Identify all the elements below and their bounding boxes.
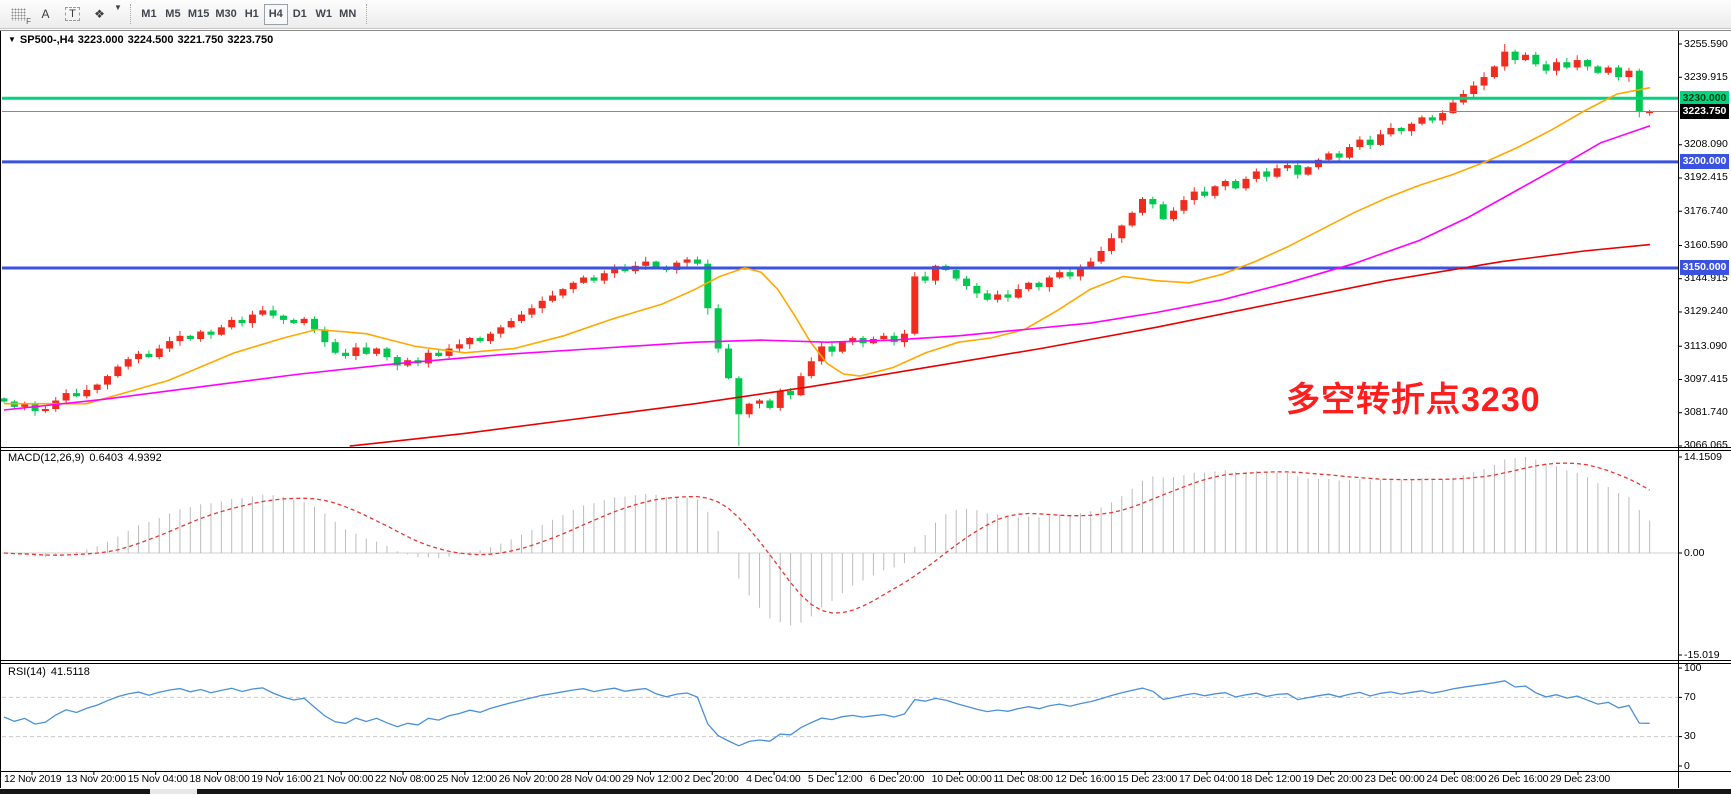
symbol-quote-line[interactable]: ▼ SP500-,H4 3223.000 3224.500 3221.750 3223.7… <box>8 34 277 46</box>
price-axis-tick: 3113.090 <box>1684 339 1728 352</box>
date-axis-label: 6 Dec 20:00 <box>869 773 925 785</box>
macd-indicator-label: MACD(12,26,9) 0.6403 4.9392 <box>8 452 167 464</box>
macd-name: MACD(12,26,9) <box>8 452 85 464</box>
text-label-tool[interactable]: A <box>41 7 50 21</box>
quote-high: 3224.500 <box>127 34 174 46</box>
toolbar-separator <box>129 4 131 24</box>
quote-open: 3223.000 <box>77 34 124 46</box>
rsi-indicator-label: RSI(14) 41.5118 <box>8 666 95 678</box>
date-axis-label: 19 Nov 16:00 <box>251 773 312 785</box>
date-axis-label: 26 Dec 16:00 <box>1488 773 1549 785</box>
price-axis-tick: 3192.415 <box>1684 171 1728 184</box>
date-axis-label: 19 Dec 20:00 <box>1302 773 1363 785</box>
rsi-value: 41.5118 <box>50 666 90 678</box>
price-badge-3150.000: 3150.000 <box>1680 260 1729 276</box>
timeframe-mn-button[interactable]: MN <box>339 7 357 20</box>
chart-grid-tool[interactable]: F <box>5 3 32 26</box>
quote-close: 3223.750 <box>227 34 274 46</box>
timeframe-m5-button[interactable]: M5 <box>165 7 181 20</box>
macd-axis-tick: 0.00 <box>1684 546 1705 559</box>
timeframe-w1-button[interactable]: W1 <box>315 7 332 20</box>
symbol-name: SP500-,H4 <box>19 34 74 46</box>
date-axis-label: 29 Dec 23:00 <box>1550 773 1611 785</box>
date-axis-label: 11 Dec 08:00 <box>993 773 1053 785</box>
date-axis-label: 15 Nov 04:00 <box>127 773 188 785</box>
toolbar: F A T ❖ ▼ M1 M5 M15 M30 H1 H4 D1 W1 MN <box>0 0 1731 29</box>
rsi-axis-tick: 0 <box>1684 759 1690 772</box>
date-axis-label: 18 Nov 08:00 <box>189 773 250 785</box>
date-axis-label: 5 Dec 12:00 <box>807 773 863 785</box>
timeframe-d1-button[interactable]: D1 <box>292 7 307 20</box>
timeframe-h1-button[interactable]: H1 <box>244 7 259 20</box>
macd-signal-value: 4.9392 <box>128 452 162 464</box>
text-box-tool[interactable]: T <box>59 3 86 25</box>
date-axis-label: 26 Nov 20:00 <box>498 773 559 785</box>
price-badge-3230.000: 3230.000 <box>1680 90 1729 106</box>
price-axis-tick: 3066.065 <box>1684 439 1728 452</box>
date-axis-label: 12 Nov 2019 <box>4 773 62 785</box>
date-axis-label: 13 Nov 20:00 <box>65 773 126 785</box>
date-axis-label: 29 Nov 12:00 <box>622 773 683 785</box>
price-badge-3200.000: 3200.000 <box>1680 154 1729 170</box>
price-axis-tick: 3129.240 <box>1684 305 1728 318</box>
chart-annotation-text: 多空转折点3230 <box>1286 381 1541 419</box>
arrows-dropdown-caret[interactable]: ▼ <box>114 3 122 12</box>
timeframe-m1-button[interactable]: M1 <box>141 7 157 20</box>
rsi-name: RSI(14) <box>8 666 46 678</box>
date-axis-label: 23 Dec 00:00 <box>1364 773 1425 785</box>
toolbar-separator <box>365 4 367 24</box>
quote-low: 3221.750 <box>177 34 224 46</box>
rsi-axis-tick: 30 <box>1684 730 1696 743</box>
date-axis-label: 21 Nov 00:00 <box>313 773 374 785</box>
rsi-axis-tick: 70 <box>1684 690 1696 703</box>
price-axis-tick: 3239.915 <box>1684 70 1728 83</box>
timeframe-bar: M1 M5 M15 M30 H1 H4 D1 W1 MN <box>137 3 360 25</box>
price-axis-tick: 3176.740 <box>1684 204 1728 217</box>
date-axis-label: 24 Dec 08:00 <box>1426 773 1487 785</box>
timeframe-h4-button[interactable]: H4 <box>263 3 288 25</box>
timeframe-m15-button[interactable]: M15 <box>187 7 210 20</box>
price-axis-tick: 3097.415 <box>1684 372 1728 385</box>
macd-main-value: 0.6403 <box>89 452 124 464</box>
price-axis-tick: 3081.740 <box>1684 406 1728 419</box>
price-axis-tick: 3255.590 <box>1684 37 1728 50</box>
price-badge-3223.750: 3223.750 <box>1680 104 1729 120</box>
date-axis-label: 28 Nov 04:00 <box>560 773 621 785</box>
rsi-axis-tick: 100 <box>1684 661 1702 674</box>
timeframe-m30-button[interactable]: M30 <box>215 7 237 20</box>
drawing-tools-group: F A T ❖ ▼ <box>5 3 124 26</box>
date-axis-label: 10 Dec 00:00 <box>931 773 992 785</box>
date-axis-label: 12 Dec 16:00 <box>1055 773 1116 785</box>
date-axis-label: 25 Nov 12:00 <box>436 773 497 785</box>
date-axis-label: 15 Dec 23:00 <box>1117 773 1178 785</box>
price-axis-tick: 3160.590 <box>1684 238 1728 251</box>
macd-axis-tick: 14.1509 <box>1684 450 1722 463</box>
date-axis-label: 2 Dec 20:00 <box>684 773 739 785</box>
price-axis-tick: 3208.090 <box>1684 138 1728 151</box>
date-axis-label: 18 Dec 12:00 <box>1240 773 1301 785</box>
arrows-tool[interactable]: ❖ <box>94 7 105 21</box>
chevron-down-icon[interactable]: ▼ <box>8 35 16 44</box>
date-axis-label: 22 Nov 08:00 <box>375 773 436 785</box>
date-axis-label: 17 Dec 04:00 <box>1178 773 1240 785</box>
macd-axis-tick: -15.019 <box>1684 648 1720 661</box>
date-axis-label: 4 Dec 04:00 <box>746 773 801 785</box>
grid-icon: F <box>11 7 31 26</box>
